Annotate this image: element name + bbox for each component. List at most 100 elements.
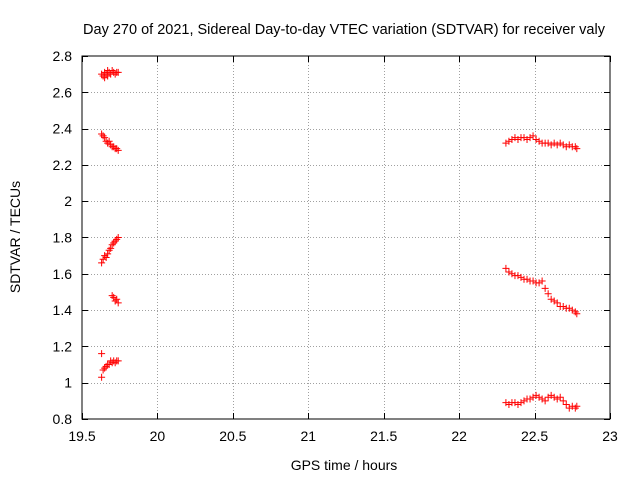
data-point: [101, 134, 109, 142]
data-point: [105, 246, 113, 254]
data-point: [502, 139, 510, 147]
data-point: [532, 391, 540, 399]
data-point: [98, 373, 106, 381]
data-point: [565, 404, 573, 412]
grid-lines: [82, 56, 610, 419]
y-tick-label: 2.4: [53, 121, 73, 137]
y-tick-label: 1.4: [53, 302, 73, 318]
data-point: [110, 293, 118, 301]
data-point: [101, 364, 109, 372]
data-point: [108, 241, 116, 249]
data-point: [532, 135, 540, 143]
data-point: [544, 393, 552, 401]
data-point: [544, 290, 552, 298]
data-point: [550, 297, 558, 305]
y-tick-label: 1.8: [53, 230, 73, 246]
y-tick-label: 2.2: [53, 157, 73, 173]
data-point: [523, 135, 531, 143]
data-point: [101, 252, 109, 260]
data-point: [114, 234, 122, 241]
data-point: [114, 68, 122, 76]
data-point: [541, 397, 549, 405]
y-axis-label: SDTVAR / TECUs: [7, 181, 23, 293]
data-point: [553, 299, 561, 307]
data-point: [550, 393, 558, 401]
data-point: [511, 134, 519, 142]
series-cluster-0.9-late: [502, 391, 581, 412]
data-point: [538, 277, 546, 285]
data-point: [565, 304, 573, 312]
data-point: [573, 402, 581, 410]
data-point: [520, 134, 528, 142]
series-cluster-2.3: [98, 130, 122, 154]
data-point: [529, 277, 537, 285]
data-point: [102, 253, 110, 261]
data-point: [108, 67, 116, 75]
x-tick-label: 21.5: [370, 428, 397, 444]
data-point: [553, 141, 561, 149]
y-tick-label: 1.2: [53, 338, 73, 354]
data-point: [98, 130, 106, 138]
data-point: [559, 397, 567, 405]
data-point: [511, 399, 519, 407]
data-point: [562, 143, 570, 151]
data-point: [526, 134, 534, 142]
series-cluster-1.1: [98, 350, 122, 381]
data-point: [505, 400, 513, 408]
x-axis-tick-labels: 19.5 20 20.5 21 21.5 22 22.5 23: [68, 428, 618, 444]
data-point: [550, 139, 558, 147]
data-point: [514, 400, 522, 408]
data-point: [571, 143, 579, 151]
y-tick-label: 0.8: [53, 411, 73, 427]
data-point: [111, 70, 119, 78]
axis-ticks: [82, 56, 611, 420]
data-point: [529, 393, 537, 401]
data-point: [107, 244, 115, 252]
data-point: [520, 397, 528, 405]
data-point: [523, 275, 531, 283]
data-point: [547, 295, 555, 303]
data-point: [113, 295, 121, 303]
data-point: [105, 137, 113, 145]
series-cluster-2.33-late: [502, 132, 581, 153]
data-point: [107, 141, 115, 149]
data-points: [98, 67, 581, 412]
y-tick-label: 1: [64, 375, 72, 391]
data-point: [110, 239, 118, 247]
data-point: [571, 404, 579, 412]
data-point: [99, 255, 107, 263]
data-point: [559, 141, 567, 149]
x-tick-label: 22.5: [521, 428, 548, 444]
chart-title: Day 270 of 2021, Sidereal Day-to-day VTE…: [83, 22, 606, 38]
data-point: [535, 393, 543, 401]
data-point: [104, 139, 112, 147]
data-point: [514, 135, 522, 143]
y-tick-label: 1.6: [53, 266, 73, 282]
data-point: [110, 143, 118, 151]
data-point: [508, 270, 516, 278]
series-cluster-1.7: [98, 234, 122, 267]
data-point: [544, 139, 552, 147]
data-point: [553, 395, 561, 403]
data-point: [113, 235, 121, 243]
data-point: [111, 359, 119, 367]
series-cluster-1.5-late: [502, 264, 581, 318]
data-point: [99, 366, 107, 374]
data-point: [517, 399, 525, 407]
x-tick-label: 22: [451, 428, 467, 444]
data-point: [573, 310, 581, 318]
data-point: [556, 393, 564, 401]
data-point: [547, 391, 555, 399]
data-point: [113, 145, 121, 153]
data-point: [111, 237, 119, 245]
data-point: [535, 137, 543, 145]
data-point: [114, 357, 122, 365]
x-tick-label: 23: [602, 428, 618, 444]
data-point: [573, 145, 581, 153]
data-point: [559, 302, 567, 310]
series-cluster-2.7: [98, 67, 122, 82]
data-point: [547, 141, 555, 149]
data-point: [517, 273, 525, 281]
